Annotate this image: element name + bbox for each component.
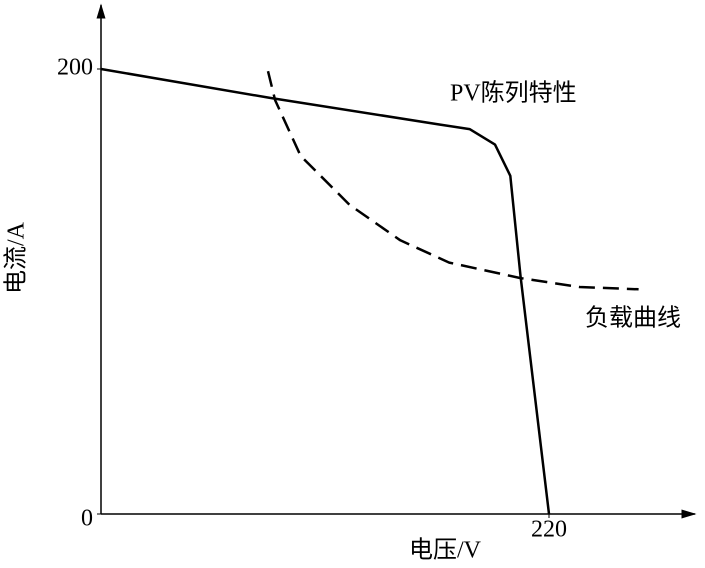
y-axis-label: 电流/A	[3, 221, 30, 294]
series-label: 负载曲线	[585, 305, 681, 332]
y-tick-label: 0	[81, 506, 93, 532]
series-line	[100, 67, 551, 515]
series-line	[266, 70, 639, 291]
series-label: PV陈列特性	[450, 80, 577, 107]
y-tick-label: 200	[57, 55, 93, 81]
x-axis-label: 电压/V	[409, 537, 482, 564]
x-tick-label: 220	[531, 517, 567, 543]
